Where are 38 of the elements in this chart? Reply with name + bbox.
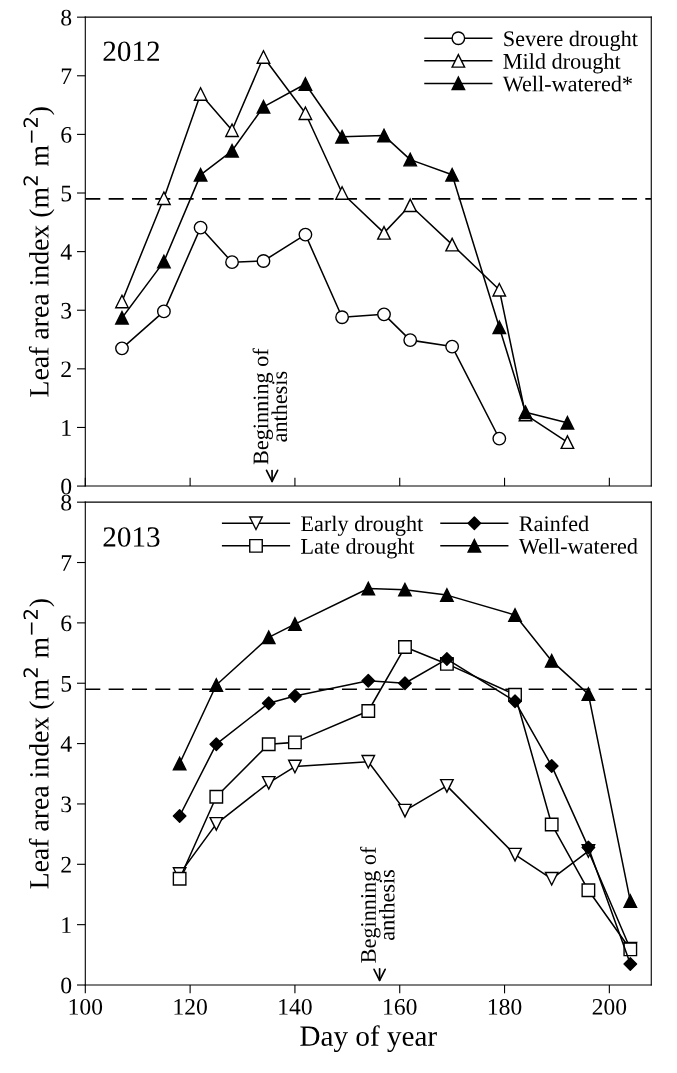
x-tick-label: 100: [69, 998, 103, 1015]
y-tick-label: 6: [61, 126, 72, 143]
legend-label: Well-watered: [518, 538, 638, 554]
y-tick-label: 2: [61, 856, 71, 873]
y-axis-title: Leaf area index (m$^{2}$ m$^{−2}$): [23, 107, 55, 397]
y-axis-title: Leaf area index (m$^{2}$ m$^{−2}$): [23, 599, 55, 889]
legend-label: Early drought: [301, 515, 424, 536]
y-tick-label: 0: [61, 478, 72, 495]
legend-label: Severe drought: [504, 30, 638, 51]
annotation: Beginning of anthesis: [360, 846, 395, 963]
y-tick-label: 0: [61, 977, 72, 994]
legend-label: Late drought: [301, 538, 415, 559]
y-tick-label: 1: [62, 917, 71, 933]
y-tick-label: 2: [61, 361, 71, 378]
x-tick-label: 180: [488, 998, 522, 1015]
legend-label: Rainfed: [519, 515, 589, 532]
y-tick-label: 4: [60, 244, 72, 260]
y-tick-label: 1: [62, 420, 71, 436]
y-tick-label: 5: [61, 185, 72, 202]
x-tick-label: 200: [592, 998, 627, 1015]
x-tick-label: 160: [384, 998, 417, 1015]
text: 2012: [103, 41, 160, 62]
x-tick-label: 120: [174, 998, 207, 1015]
y-tick-label: 8: [61, 9, 72, 26]
y-tick-label: 3: [61, 302, 72, 319]
text: 2013: [103, 527, 160, 547]
y-tick-label: 8: [61, 494, 72, 511]
y-tick-label: 3: [61, 796, 72, 813]
y-tick-label: 7: [61, 68, 72, 84]
y-tick-label: 4: [60, 736, 72, 752]
y-tick-label: 6: [61, 615, 72, 632]
x-tick-label: 140: [279, 998, 312, 1015]
x-axis-title: Day of year: [300, 1025, 437, 1053]
annotation: Beginning of anthesis: [252, 348, 288, 465]
legend-label: Mild drought: [503, 53, 621, 74]
legend-label: Well-watered*: [502, 75, 632, 92]
y-tick-label: 7: [61, 555, 72, 571]
y-tick-label: 5: [61, 675, 72, 692]
